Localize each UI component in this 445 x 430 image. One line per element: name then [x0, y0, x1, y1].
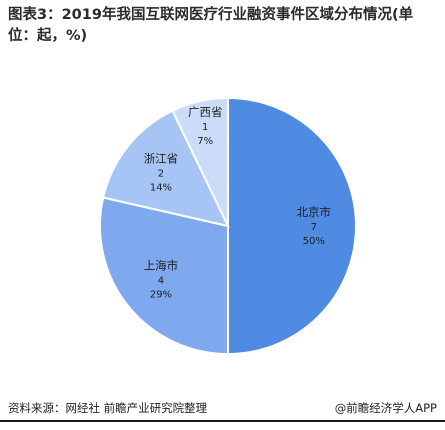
slice-value-label: 1: [202, 122, 208, 133]
source-note: 资料来源：网经社 前瞻产业研究院整理: [8, 401, 208, 415]
pie-slice: [102, 109, 230, 228]
slice-percent-label: 14%: [150, 183, 172, 194]
slice-percent-label: 7%: [197, 136, 213, 147]
slice-percent-label: 50%: [303, 236, 325, 247]
pie-slice: [227, 96, 357, 356]
pie-slice: [171, 96, 229, 227]
slice-name-label: 北京市: [297, 205, 332, 219]
brand-credit: @前瞻经济学人APP: [334, 401, 437, 415]
chart-title: 图表3：2019年我国互联网医疗行业融资事件区域分布情况(单位：起，%): [8, 7, 414, 44]
footer-divider: [0, 420, 445, 422]
slice-percent-label: 29%: [150, 289, 172, 300]
slice-name-label: 广西省: [188, 105, 223, 119]
pie-chart: 北京市 7 50% 上海市 4 29% 浙江省 2 14% 广西省 1 7%: [99, 96, 357, 356]
slice-value-label: 2: [158, 169, 164, 180]
slice-name-label: 浙江省: [144, 152, 179, 166]
slice-value-label: 7: [311, 222, 317, 233]
pie-slice: [99, 196, 229, 356]
footer: 资料来源：网经社 前瞻产业研究院整理 @前瞻经济学人APP: [8, 400, 437, 418]
slice-label: 广西省 1 7%: [188, 105, 223, 147]
slice-label: 浙江省 2 14%: [144, 152, 179, 194]
slice-label: 上海市 4 29%: [144, 258, 179, 300]
slice-value-label: 4: [158, 275, 164, 286]
slice-name-label: 上海市: [144, 258, 179, 272]
slice-label: 北京市 7 50%: [297, 205, 332, 247]
